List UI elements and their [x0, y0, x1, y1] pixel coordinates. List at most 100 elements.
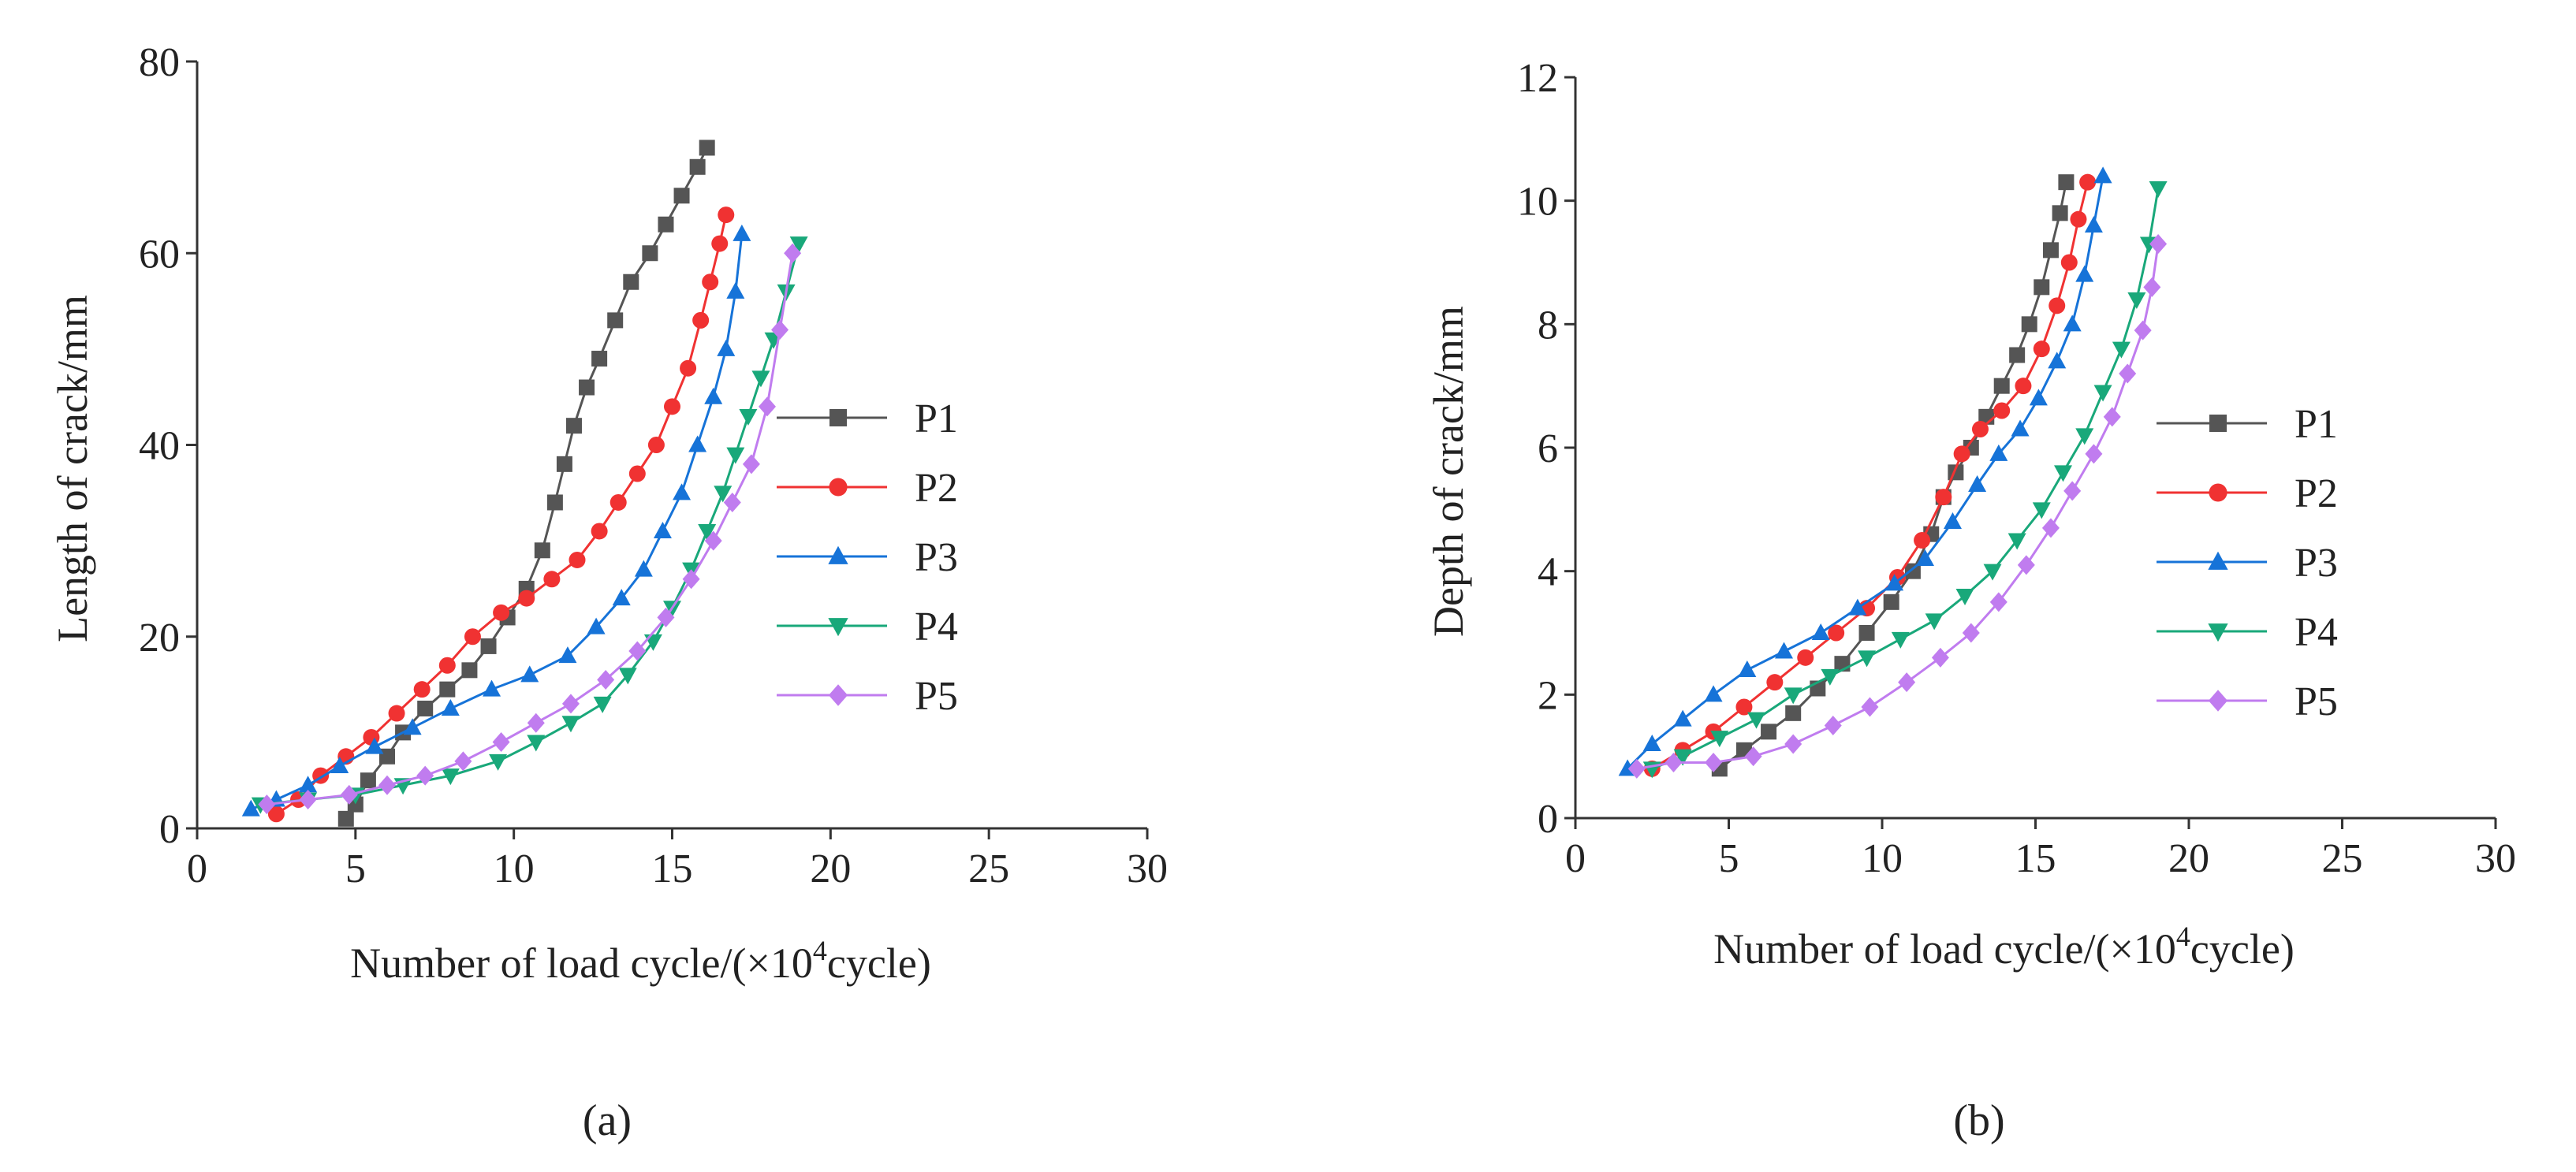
- data-point-p3: [1943, 512, 1962, 529]
- data-point-p4: [561, 716, 580, 733]
- data-point-p4: [1673, 749, 1692, 766]
- data-point-p2: [1935, 489, 1952, 506]
- legend-marker-p5: [828, 684, 848, 706]
- x-tick-label: 5: [1719, 836, 1739, 881]
- data-point-p3: [2075, 265, 2094, 282]
- x-axis-title: Number of load cycle/(×104cycle): [1713, 921, 2295, 973]
- data-point-p1: [623, 273, 639, 290]
- x-tick-label: 25: [968, 846, 1009, 891]
- data-point-p4: [2007, 533, 2026, 550]
- data-point-p5: [1824, 716, 1842, 735]
- data-point-p2: [438, 657, 456, 674]
- x-tick-label: 30: [2475, 836, 2516, 881]
- data-point-p2: [1914, 532, 1931, 549]
- data-point-p1: [2034, 279, 2050, 296]
- y-tick-label: 12: [1517, 56, 1558, 101]
- data-point-p3: [587, 617, 606, 634]
- x-tick-label: 15: [2015, 836, 2056, 881]
- x-tick-label: 15: [652, 846, 693, 891]
- data-point-p2: [543, 571, 561, 588]
- data-point-p5: [492, 732, 510, 753]
- y-tick-label: 20: [139, 616, 180, 660]
- data-point-p5: [759, 396, 776, 417]
- data-point-p2: [493, 604, 510, 621]
- data-point-p1: [565, 418, 582, 434]
- data-point-p2: [464, 628, 481, 646]
- x-tick-label: 30: [1127, 846, 1168, 891]
- data-point-p4: [726, 447, 745, 464]
- data-point-p3: [612, 589, 631, 606]
- data-point-p3: [1704, 685, 1723, 702]
- y-tick-label: 80: [139, 40, 180, 85]
- data-point-p2: [1766, 674, 1784, 691]
- data-point-p1: [534, 542, 550, 559]
- legend-label-p1: P1: [2295, 402, 2338, 447]
- data-point-p3: [688, 435, 707, 452]
- data-point-p1: [360, 772, 376, 789]
- data-point-p4: [2032, 502, 2051, 519]
- data-point-p1: [417, 700, 434, 716]
- data-point-p1: [2058, 174, 2075, 191]
- data-point-p2: [2015, 378, 2032, 395]
- data-point-p2: [569, 551, 586, 568]
- data-point-p2: [610, 493, 627, 511]
- data-point-p5: [454, 751, 472, 772]
- data-point-p3: [558, 646, 577, 664]
- data-point-p4: [1821, 668, 1840, 686]
- y-tick-label: 40: [139, 424, 180, 469]
- data-point-p3: [365, 737, 384, 754]
- data-point-p5: [1861, 697, 1879, 717]
- data-point-p3: [653, 521, 672, 538]
- data-point-p5: [2119, 363, 2137, 384]
- series-line-p2: [275, 214, 728, 816]
- data-point-p4: [489, 753, 508, 771]
- data-point-p3: [241, 799, 260, 817]
- legend-label-p5: P5: [915, 674, 958, 719]
- data-point-p1: [607, 312, 624, 329]
- data-point-p2: [2060, 254, 2078, 271]
- data-point-p4: [739, 409, 758, 426]
- data-point-p5: [2063, 481, 2082, 501]
- data-point-p3: [330, 756, 349, 773]
- data-point-p3: [1673, 709, 1692, 727]
- data-point-p1: [546, 494, 563, 511]
- data-point-p3: [2029, 389, 2048, 406]
- data-point-p2: [628, 465, 646, 482]
- data-point-p3: [1775, 642, 1794, 659]
- data-point-p3: [2048, 352, 2067, 369]
- data-point-p1: [591, 351, 608, 367]
- data-point-p5: [2041, 518, 2060, 538]
- data-point-p5: [704, 530, 722, 551]
- data-point-p5: [299, 790, 317, 810]
- data-point-p4: [1955, 589, 1974, 605]
- data-point-p5: [723, 492, 741, 512]
- legend-label-p3: P3: [2295, 541, 2338, 586]
- y-tick-label: 0: [1538, 797, 1558, 842]
- data-point-p5: [784, 243, 802, 263]
- data-point-p3: [441, 698, 460, 716]
- data-point-p3: [733, 224, 751, 241]
- data-point-p1: [1993, 378, 2010, 394]
- data-point-p1: [1761, 724, 1777, 740]
- data-point-p2: [711, 235, 729, 252]
- y-tick-label: 2: [1538, 673, 1558, 718]
- data-point-p3: [403, 718, 422, 735]
- data-point-p4: [751, 370, 770, 388]
- data-point-p5: [1989, 592, 2007, 612]
- chart-panel-b: 0 5 10 15 20 25 30 0 2 4 6 8 10 12 Number of load cycl…: [1425, 56, 2516, 1145]
- x-tick-label: 0: [1565, 836, 1586, 881]
- data-point-p1: [1858, 625, 1875, 641]
- legend-marker-p1: [829, 409, 847, 426]
- data-point-p1: [673, 188, 690, 204]
- data-point-p5: [742, 454, 760, 474]
- x-tick-label: 5: [345, 846, 366, 891]
- legend-label-p5: P5: [2295, 679, 2338, 724]
- data-point-p5: [1627, 758, 1646, 779]
- data-point-p5: [657, 607, 675, 627]
- data-point-p1: [699, 140, 715, 156]
- y-axis-title: Length of crack/mm: [49, 295, 96, 642]
- legend-marker-p4: [828, 618, 848, 637]
- data-point-p2: [2079, 173, 2097, 191]
- data-point-p2: [718, 206, 735, 224]
- data-point-p1: [379, 748, 395, 765]
